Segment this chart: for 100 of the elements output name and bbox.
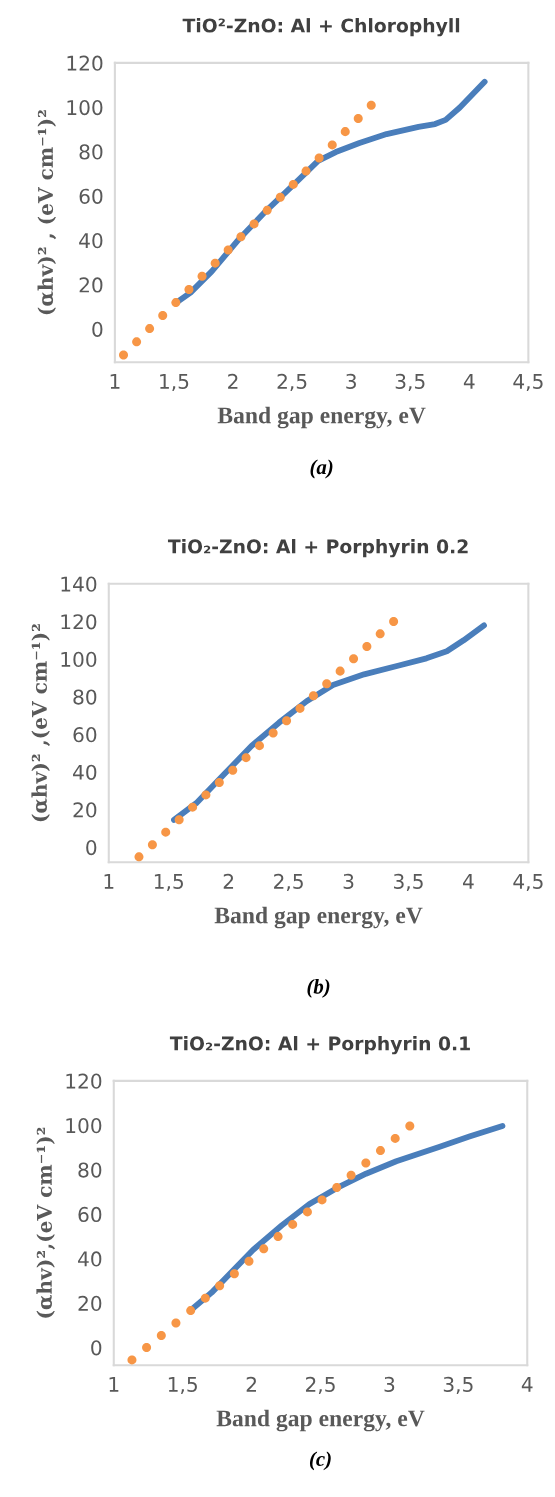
point [119,350,129,360]
x-tick-label: 1,5 [154,874,183,892]
point [156,1330,166,1340]
y-tick-label: 80 [78,1162,102,1178]
x-tick-label: 4 [463,374,475,389]
y-tick-label: 0 [91,1340,102,1356]
point [353,114,363,124]
y-tick-label: 40 [73,764,97,780]
point [174,815,184,825]
point [249,219,259,229]
chart-title: TiO₂-ZnO: Al + Porphyrin 0.2 [167,539,468,558]
point [214,778,224,787]
point [314,153,324,163]
point [288,1219,298,1229]
point [322,679,332,689]
y-tick-label: 0 [86,839,97,856]
y-tick-label: 60 [79,188,103,204]
chart-title: TiO²-ZnO: Al + Chlorophyll [182,18,460,37]
y-tick-label: 80 [73,689,97,705]
point [308,691,318,701]
point [327,140,337,150]
point [161,827,171,837]
point [390,1133,400,1143]
x-tick-label: 3,5 [394,873,423,892]
x-tick-label: 2 [223,873,234,889]
x-tick-label: 2,5 [274,873,303,892]
y-axis-title: (αhv)² ,(eV cm⁻¹)² [31,624,51,822]
y-tick-label: 120 [66,1073,102,1089]
x-axis-title: Band gap energy, eV [214,906,423,929]
point [142,1342,152,1352]
x-tick-label: 1 [109,1376,119,1392]
x-tick-label: 1 [104,874,114,889]
x-tick-label: 4 [463,874,474,889]
point [134,852,144,862]
y-tick-label: 20 [78,1295,102,1311]
x-tick-label: 1,5 [168,1376,197,1395]
x-tick-label: 1 [110,374,120,389]
point [375,629,385,639]
point [127,1355,137,1365]
y-tick-label: 100 [66,1117,102,1134]
point [158,310,168,320]
point [317,1195,327,1205]
point [273,1232,283,1242]
y-tick-label: 40 [78,1251,102,1267]
point [201,790,211,800]
point [184,285,194,295]
point [132,337,142,347]
x-tick-label: 2 [246,1376,256,1392]
y-tick-label: 60 [73,727,97,743]
point [244,1256,254,1266]
y-tick-label: 20 [79,277,103,293]
point [186,1306,196,1316]
point [171,298,181,308]
point [349,654,359,664]
point [241,753,251,763]
x-tick-label: 1,5 [160,374,189,392]
y-tick-label: 80 [79,144,103,160]
x-tick-label: 4,5 [513,874,543,892]
point [362,641,372,651]
point [228,765,238,775]
chart-title: TiO₂-ZnO: Al + Porphyrin 0.1 [169,1036,470,1055]
x-tick-label: 3 [384,1376,395,1392]
y-tick-label: 20 [73,802,97,818]
point [236,232,246,242]
point [295,703,305,713]
point [405,1121,415,1131]
point [332,1183,342,1192]
point [375,1146,385,1156]
point [302,1207,312,1217]
point [262,205,272,215]
point [259,1244,269,1254]
x-tick-label: 3 [346,373,356,389]
x-tick-label: 4 [521,1376,533,1392]
y-tick-label: 40 [79,233,103,249]
point [275,192,285,202]
point [223,245,233,255]
y-tick-label: 120 [67,55,103,71]
point [147,840,157,850]
text: (a) [310,459,333,479]
point [210,258,220,268]
x-tick-label: 3,5 [443,1376,473,1395]
point [389,616,399,626]
point [340,127,350,137]
y-tick-label: 100 [61,651,97,668]
x-tick-label: 4,5 [513,374,543,392]
point [301,166,311,176]
y-axis-title: (αhv)² , (eV cm⁻¹)² [37,110,57,315]
point [288,179,298,189]
point [282,716,292,726]
point [229,1269,239,1279]
x-tick-label: 2,5 [305,1376,335,1395]
point [361,1158,371,1168]
y-axis-title: (αhv)²,(eV cm⁻¹)² [36,1127,56,1318]
y-tick-label: 0 [92,321,103,337]
x-axis-title: Band gap energy, eV [217,406,426,429]
point [335,666,345,676]
point [188,802,198,812]
y-tick-label: 120 [61,614,97,630]
text: (b) [307,978,330,998]
x-tick-label: 3,5 [395,373,425,392]
